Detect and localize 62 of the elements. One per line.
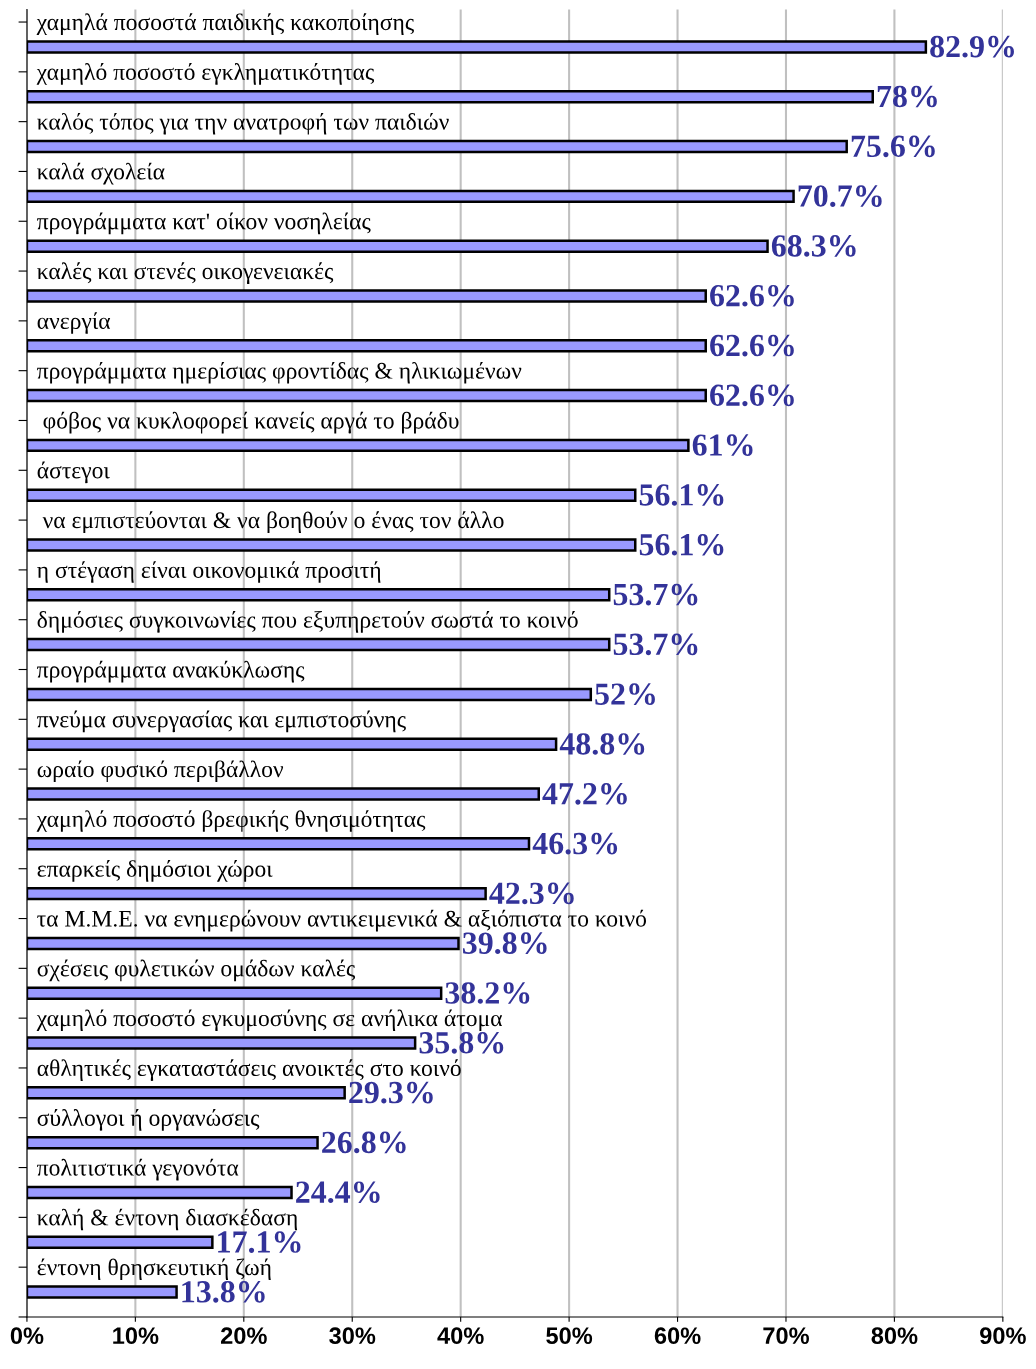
data-label: 82.9% — [930, 35, 1014, 58]
y-tick-label: επαρκείς δημόσιοι χώροι — [37, 859, 273, 882]
y-tick-label: πολιτιστικά γεγονότα — [37, 1158, 239, 1181]
y-tick-label: καλός τόπος για την ανατροφή των παιδιών — [37, 112, 449, 135]
data-label: 29.3% — [349, 1081, 433, 1104]
y-tick-label: έντονη θρησκευτική ζωή — [37, 1258, 271, 1281]
data-label: 42.3% — [489, 882, 574, 905]
x-tick-label: 40% — [437, 1327, 484, 1345]
y-tick-label: δημόσιες συγκοινωνίες που εξυπηρετούν σωστά το κοινό — [37, 610, 578, 633]
y-tick-label: αθλητικές εγκαταστάσεις ανοικτές στο κοινό — [37, 1059, 461, 1081]
y-tick-label: καλά σχολεία — [37, 162, 165, 185]
x-tick-label: 20% — [221, 1327, 267, 1345]
y-tick-label: χαμηλά ποσοστά παιδικής κακοποίησης — [36, 13, 414, 35]
y-tick-label: σχέσεις φυλετικών ομάδων καλές — [37, 959, 356, 982]
x-tick-label: 90% — [980, 1327, 1026, 1345]
y-tick-label: προγράμματα ανακύκλωσης — [37, 660, 305, 683]
data-label: 68.3% — [771, 235, 856, 257]
data-label: 78% — [877, 85, 937, 108]
data-label: 62.6% — [710, 284, 794, 307]
data-label: 35.8% — [419, 1031, 504, 1054]
data-label: 52% — [595, 683, 655, 705]
y-tick-label: να εμπιστεύονται & να βοηθούν ο ένας τον άλλο — [42, 511, 504, 534]
data-label: 70.7% — [798, 185, 882, 207]
y-tick-label: χαμηλό ποσοστό βρεφικής θνησιμότητας — [36, 810, 426, 832]
data-label: 24.4% — [296, 1181, 380, 1204]
y-tick-label: ωραίο φυσικό περιβάλλον — [37, 760, 284, 783]
y-tick-label: χαμηλό ποσοστό εγκληματικότητας — [36, 63, 375, 85]
data-label: 26.8% — [322, 1131, 406, 1154]
data-label: 61% — [692, 434, 753, 456]
data-label: 53.7% — [613, 633, 698, 656]
data-label: 53.7% — [613, 583, 698, 606]
y-tick-label: η στέγαση είναι οικονομικά προσιτή — [37, 561, 381, 583]
x-tick-label: 80% — [871, 1327, 918, 1345]
y-tick-label: χαμηλό ποσοστό εγκυμοσύνης σε ανήλικα άτομα — [36, 1009, 503, 1032]
data-label: 17.1% — [218, 1231, 301, 1253]
x-tick-label: 10% — [113, 1327, 159, 1345]
data-label: 48.8% — [559, 733, 645, 755]
y-tick-label: σύλλογοι ή οργανώσεις — [37, 1109, 260, 1131]
y-tick-label: πνεύμα συνεργασίας και εμπιστοσύνης — [37, 710, 406, 733]
x-tick-label: 70% — [763, 1327, 809, 1345]
data-label: 38.2% — [445, 982, 530, 1004]
data-label: 47.2% — [542, 782, 627, 805]
data-label: 46.3% — [532, 832, 618, 855]
y-tick-label: φόβος να κυκλοφορεί κανείς αργά το βράδυ — [43, 411, 459, 434]
y-tick-label: τα Μ.Μ.Ε. να ενημερώνουν αντικειμενικά & αξιόπιστα το κοινό — [37, 909, 647, 932]
data-label: 75.6% — [851, 135, 935, 158]
data-label: 13.8% — [182, 1281, 265, 1303]
y-tick-label: καλή & έντονη διασκέδαση — [37, 1208, 298, 1231]
y-tick-label: καλές και στενές οικογενειακές — [37, 262, 334, 285]
x-tick-label: 30% — [329, 1327, 376, 1345]
x-tick-label: 60% — [654, 1327, 701, 1345]
data-label: 62.6% — [710, 384, 794, 407]
data-label: 56.1% — [639, 533, 724, 556]
x-tick-label: 50% — [546, 1327, 593, 1345]
y-tick-label: προγράμματα ημερίσιας φροντίδας & ηλικιωμένων — [37, 361, 522, 384]
data-label: 39.8% — [462, 932, 547, 955]
data-label: 62.6% — [710, 334, 794, 357]
y-tick-label: άστεγοι — [37, 461, 110, 484]
y-tick-label: ανεργία — [37, 312, 111, 334]
data-label: 56.1% — [639, 484, 724, 506]
y-tick-label: προγράμματα κατ' οίκον νοσηλείας — [37, 212, 371, 235]
x-tick-label: 0% — [10, 1327, 44, 1345]
